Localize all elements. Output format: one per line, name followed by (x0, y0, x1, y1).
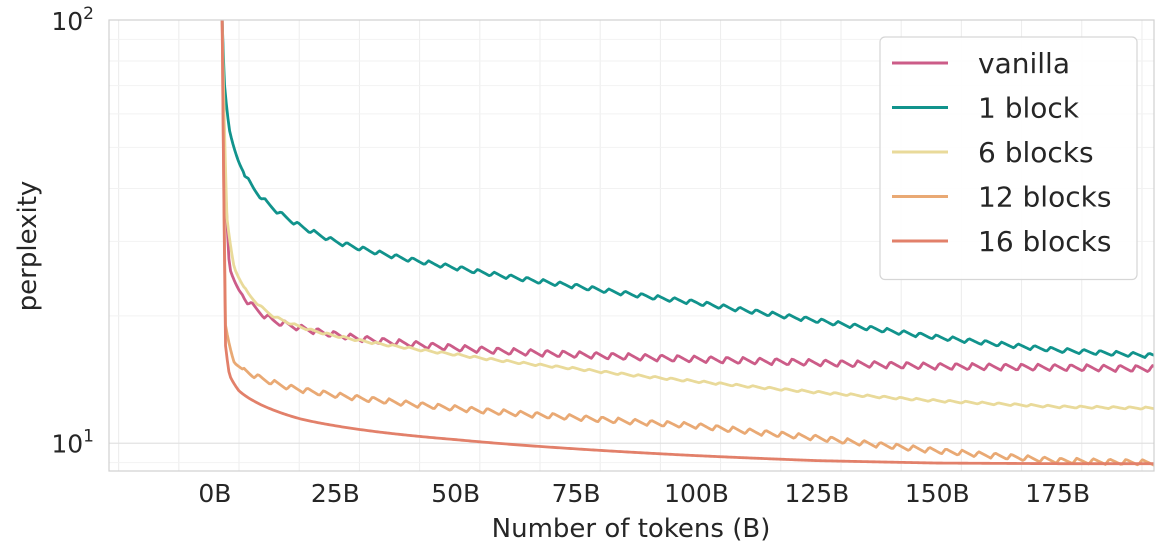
series-line-1-block (220, 19, 1155, 359)
x-tick-label: 100B (664, 479, 729, 508)
legend-label: 12 blocks (978, 181, 1111, 214)
x-tick-label: 175B (1025, 479, 1090, 508)
legend-frame (879, 36, 1138, 281)
series-line-12-blocks (220, 19, 1155, 467)
legend: vanilla 1 block 6 blocks 12 blocks 16 blocks (879, 36, 1138, 281)
legend-label: 1 block (978, 92, 1080, 125)
x-tick-label: 150B (905, 479, 970, 508)
legend-label: 16 blocks (978, 225, 1111, 258)
y-tick-label: 102 (51, 4, 94, 36)
y-axis-ticks: 101 102 (51, 4, 94, 458)
x-axis-ticks: 0B 25B 50B 75B 100B 125B 150B 175B (198, 479, 1090, 508)
legend-label: 6 blocks (978, 136, 1094, 169)
x-tick-label: 75B (552, 479, 601, 508)
x-tick-label: 125B (784, 479, 849, 508)
series-line-16-blocks (220, 19, 1154, 466)
y-axis-label: perplexity (13, 181, 43, 312)
x-tick-label: 25B (311, 479, 360, 508)
x-tick-label: 0B (198, 479, 231, 508)
plot-frame (108, 19, 1155, 472)
series-line-6-blocks (220, 19, 1155, 411)
y-tick-label: 101 (51, 426, 94, 458)
x-axis-label: Number of tokens (B) (492, 514, 771, 544)
series-layer (220, 19, 1155, 467)
legend-label: vanilla (978, 47, 1070, 80)
x-tick-label: 50B (431, 479, 480, 508)
